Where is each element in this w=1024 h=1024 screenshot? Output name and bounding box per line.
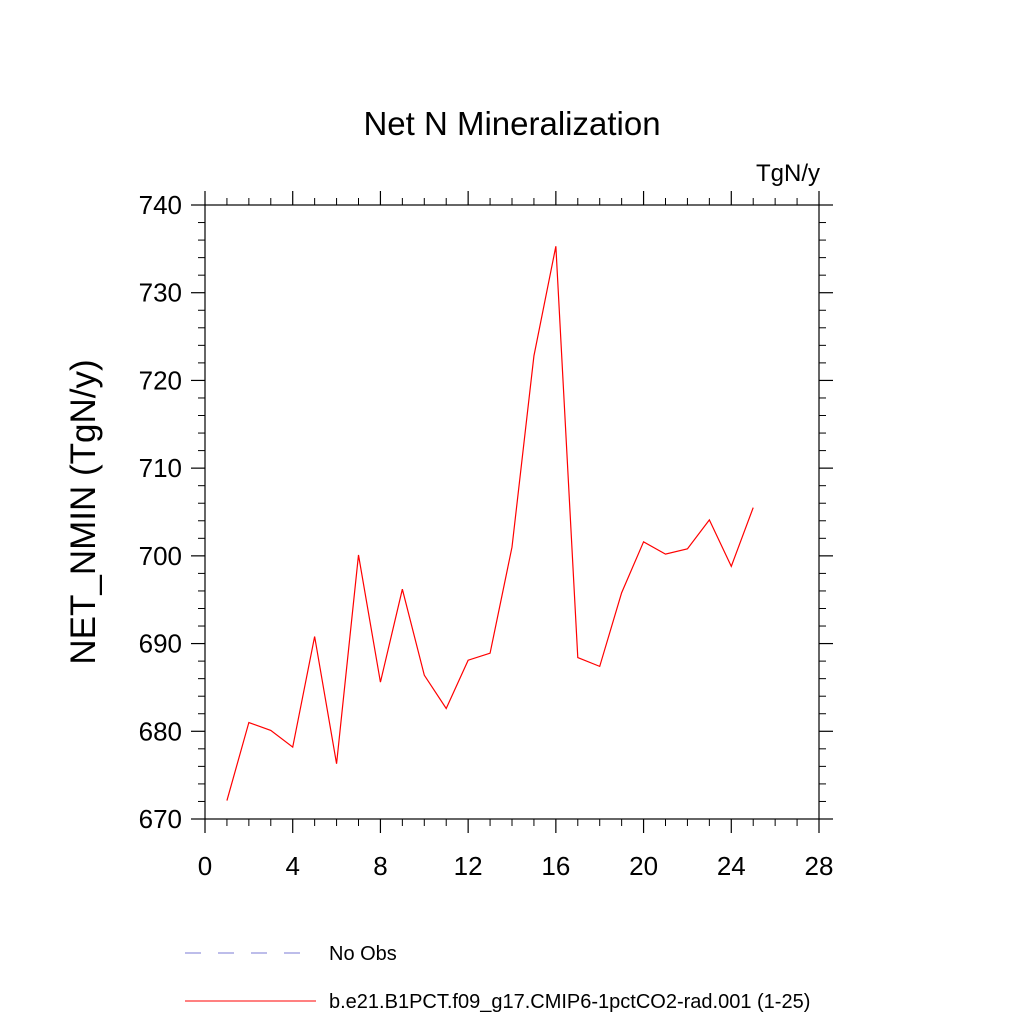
ticks-layer: 0 4 8 12 16 20 24 28 670 680 690 700 710 720 730 740: [139, 190, 834, 881]
x-tick-label: 20: [629, 851, 658, 881]
legend: No Obs b.e21.B1PCT.f09_g17.CMIP6-1pctCO2-…: [185, 943, 810, 1013]
y-tick-label: 740: [139, 190, 182, 220]
x-tick-label: 28: [805, 851, 834, 881]
x-tick-label: 0: [198, 851, 212, 881]
legend-label-0: No Obs: [329, 943, 397, 965]
x-tick-label: 4: [285, 851, 299, 881]
x-tick-label: 8: [373, 851, 387, 881]
legend-label-1: b.e21.B1PCT.f09_g17.CMIP6-1pctCO2-rad.00…: [329, 991, 810, 1013]
y-tick-label: 690: [139, 629, 182, 659]
series-line-1: [226, 246, 754, 801]
x-tick-label: 12: [454, 851, 483, 881]
y-tick-label: 710: [139, 453, 182, 483]
chart-title: Net N Mineralization: [363, 105, 660, 142]
y-tick-label: 680: [139, 716, 182, 746]
units-label: TgN/y: [756, 160, 820, 187]
y-tick-label: 730: [139, 278, 182, 308]
y-tick-label: 700: [139, 541, 182, 571]
x-tick-label: 16: [541, 851, 570, 881]
y-tick-label: 720: [139, 365, 182, 395]
y-tick-label: 670: [139, 804, 182, 834]
y-axis-label: NET_NMIN (TgN/y): [64, 359, 103, 664]
series-layer: [226, 246, 754, 801]
x-tick-label: 24: [717, 851, 746, 881]
